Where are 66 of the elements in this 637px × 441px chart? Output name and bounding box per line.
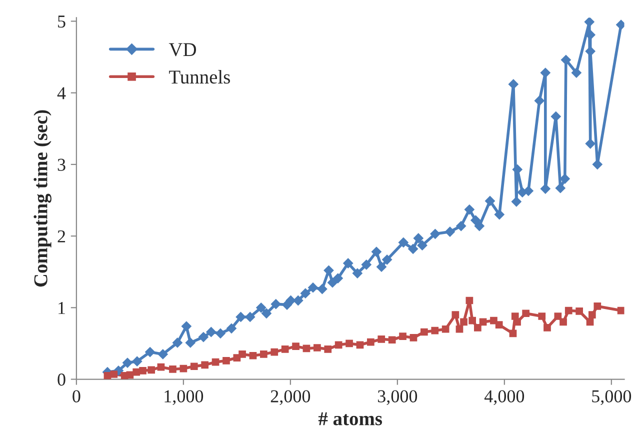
point <box>420 328 428 336</box>
point <box>334 341 342 349</box>
x-tick-label: 4,000 <box>484 390 524 405</box>
point <box>201 361 209 369</box>
point <box>302 344 310 352</box>
point <box>594 302 602 310</box>
point <box>281 346 289 353</box>
point <box>509 330 517 338</box>
point <box>148 366 156 374</box>
point <box>452 311 460 318</box>
point <box>399 332 406 340</box>
point <box>260 350 268 358</box>
point <box>538 312 546 320</box>
legend-label: VD <box>168 43 196 56</box>
point <box>314 344 321 352</box>
point <box>564 306 572 314</box>
point <box>270 348 278 356</box>
point <box>522 310 530 318</box>
point <box>617 306 624 314</box>
point <box>479 318 487 326</box>
point <box>576 308 583 315</box>
point <box>139 366 146 374</box>
point <box>238 350 246 358</box>
point <box>212 358 220 366</box>
point <box>249 352 257 360</box>
y-tick-label: 4 <box>57 87 66 100</box>
point <box>388 336 396 344</box>
y-tick-label: 1 <box>58 302 65 314</box>
point <box>586 318 594 326</box>
x-axis-title: # atoms <box>318 412 382 426</box>
x-tick-label: 1,000 <box>164 390 204 405</box>
point <box>157 363 165 371</box>
y-axis-title: Computing time (sec) <box>34 110 52 287</box>
point <box>442 325 450 333</box>
point <box>169 366 176 373</box>
point <box>110 370 118 378</box>
point <box>190 362 198 370</box>
point <box>460 318 468 326</box>
point <box>222 356 230 364</box>
legend-label: Tunnels <box>169 70 230 84</box>
point <box>456 325 464 333</box>
x-tick-label: 3,000 <box>378 390 418 405</box>
point <box>431 326 439 334</box>
point <box>588 311 596 318</box>
x-tick-label: 0 <box>72 390 80 402</box>
point <box>292 342 300 350</box>
point <box>466 296 474 304</box>
y-tick-label: 3 <box>58 158 66 171</box>
point <box>378 335 386 343</box>
point <box>180 364 188 372</box>
y-tick-label: 5 <box>58 16 66 28</box>
point <box>367 338 374 346</box>
point <box>356 341 364 349</box>
point <box>554 312 562 320</box>
point <box>346 340 353 348</box>
x-tick-label: 5,000 <box>592 390 632 405</box>
y-tick-label: 0 <box>58 374 66 386</box>
y-tick-label: 2 <box>58 230 66 242</box>
point <box>474 324 482 332</box>
point <box>495 321 503 329</box>
point <box>324 346 332 353</box>
point <box>410 334 418 342</box>
x-tick-label: 2,000 <box>270 390 310 405</box>
point <box>544 324 551 332</box>
point <box>560 318 567 326</box>
point <box>468 316 476 324</box>
